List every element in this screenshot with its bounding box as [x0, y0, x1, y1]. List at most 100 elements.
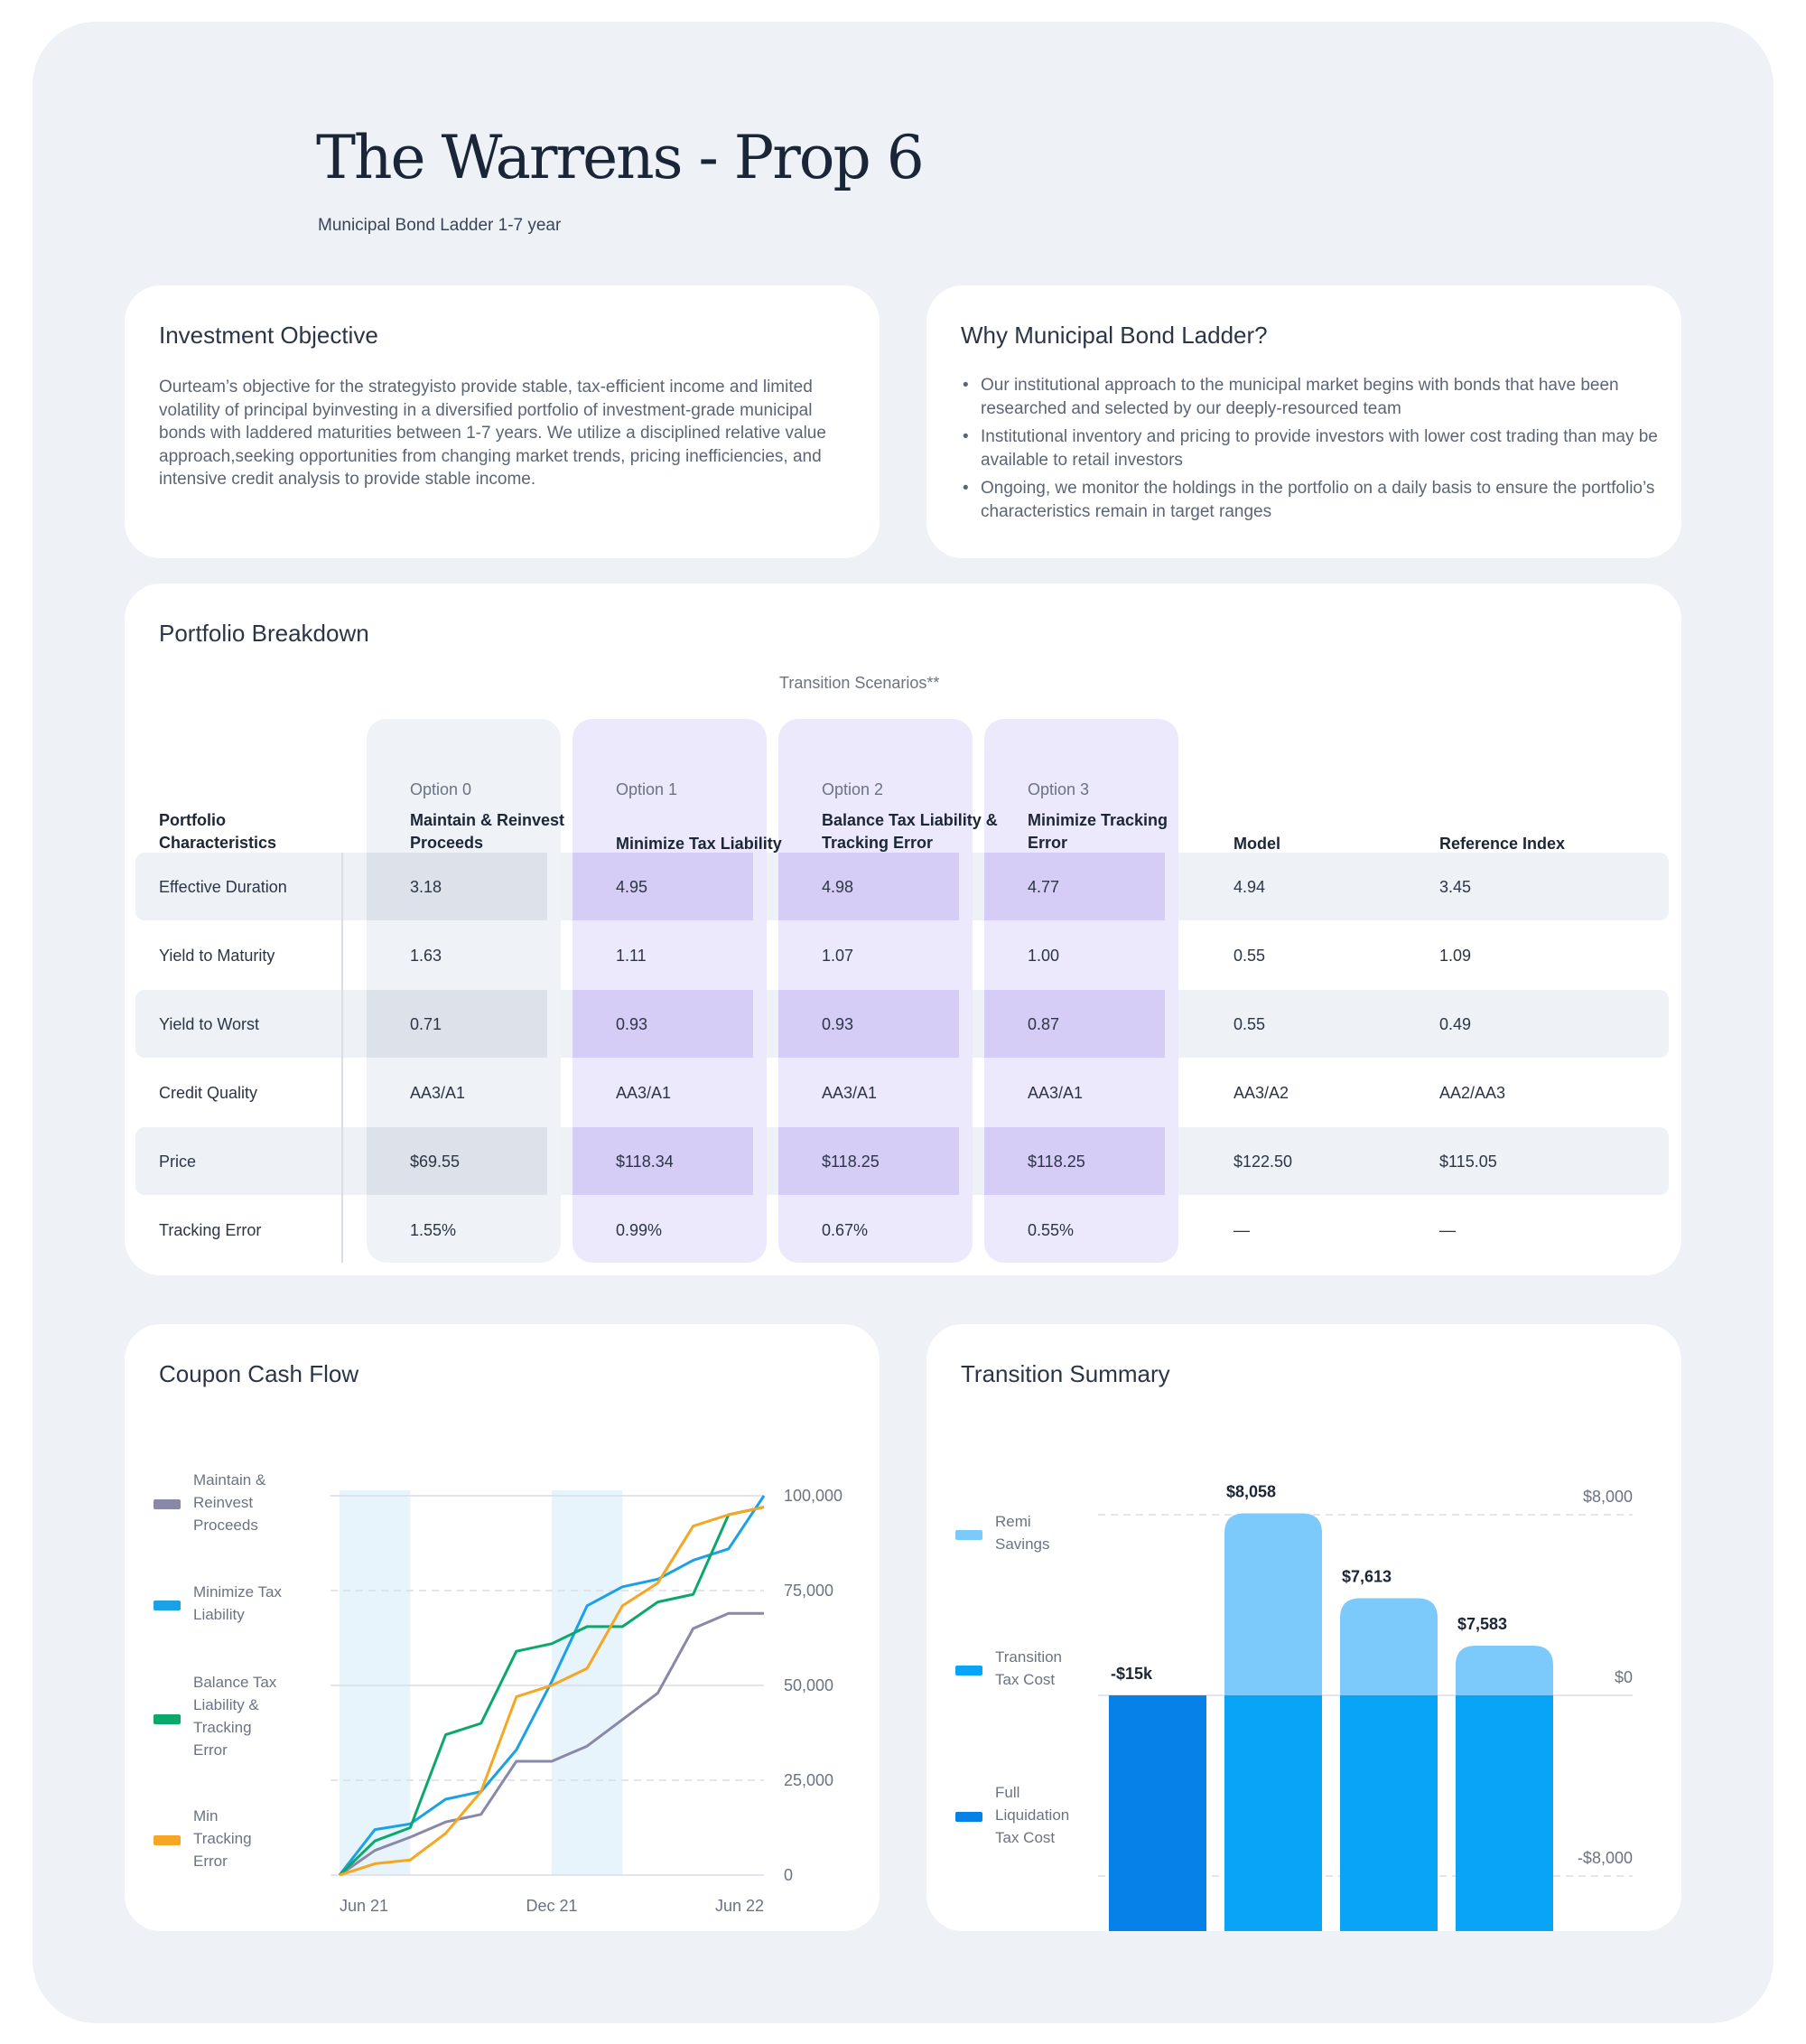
portfolio-breakdown-card: Portfolio Breakdown Transition Scenarios… [125, 583, 1681, 1275]
legend-swatch [955, 1530, 982, 1540]
legend-label: Balance Tax Liability & Tracking Error [193, 1674, 277, 1759]
bar-segment [1224, 1513, 1322, 1695]
table-cell: 1.63 [410, 947, 442, 965]
option-cell-highlight [367, 1127, 547, 1195]
column-divider [341, 853, 343, 1263]
table-cell: $69.55 [410, 1153, 461, 1171]
row-label: Tracking Error [159, 1221, 262, 1239]
y-tick-label: 75,000 [784, 1582, 833, 1600]
legend-label: Transition Tax Cost [995, 1648, 1063, 1688]
option-cell-highlight [573, 1127, 753, 1195]
table-cell: $122.50 [1233, 1153, 1293, 1171]
option-0-number: Option 0 [410, 780, 472, 798]
why-bond-ladder-list: Our institutional approach to the munici… [961, 374, 1674, 528]
option-cell-highlight [778, 853, 959, 920]
legend-swatch [154, 1499, 181, 1509]
y-tick-label: 25,000 [784, 1771, 833, 1789]
investment-objective-card: Investment Objective Ourteam’s objective… [125, 285, 880, 558]
legend-label: Maintain & Reinvest Proceeds [193, 1471, 266, 1534]
table-cell: 0.55 [1233, 1015, 1266, 1033]
page-frame: The Warrens - Prop 6 Municipal Bond Ladd… [33, 22, 1773, 2023]
x-tick-label: Jun 21 [340, 1897, 388, 1915]
y-tick-label: -$8,000 [1578, 1849, 1633, 1867]
option-cell-highlight [573, 990, 753, 1058]
option-cell-highlight [984, 990, 1165, 1058]
table-cell: 0.71 [410, 1015, 442, 1033]
table-cell: 0.99% [616, 1221, 663, 1239]
why-bullet: Our institutional approach to the munici… [961, 374, 1674, 420]
model-header: Model [1233, 835, 1280, 853]
y-tick-label: 100,000 [784, 1487, 842, 1505]
table-cell: AA3/A1 [822, 1084, 878, 1102]
why-bullet: Institutional inventory and pricing to p… [961, 425, 1674, 471]
portfolio-breakdown-title: Portfolio Breakdown [159, 620, 369, 647]
legend-label: Min Tracking Error [193, 1807, 252, 1870]
bar-segment [1340, 1695, 1438, 1931]
table-cell: AA3/A1 [410, 1084, 466, 1102]
option-3-name: Minimize Tracking Error [1028, 811, 1168, 852]
x-tick-label: Jun 22 [715, 1897, 764, 1915]
table-cell: — [1439, 1221, 1456, 1239]
row-label: Credit Quality [159, 1084, 258, 1102]
table-cell: 3.45 [1439, 878, 1472, 896]
option-cell-highlight [984, 853, 1165, 920]
row-label: Price [159, 1153, 197, 1171]
table-cell: 0.55% [1028, 1221, 1075, 1239]
legend-label: Remi Savings [995, 1513, 1050, 1553]
table-cell: 0.55 [1233, 947, 1266, 965]
coupon-cash-flow-title: Coupon Cash Flow [159, 1360, 359, 1387]
period-band [552, 1490, 623, 1875]
transition-scenarios-label: Transition Scenarios** [779, 674, 940, 692]
table-cell: 0.49 [1439, 1015, 1472, 1033]
bar-value-label: $7,613 [1342, 1568, 1392, 1586]
series-line-3 [339, 1506, 765, 1877]
y-tick-label: $8,000 [1583, 1488, 1633, 1506]
table-cell: AA3/A1 [616, 1084, 672, 1102]
table-cell: 1.07 [822, 947, 854, 965]
table-cell: AA2/AA3 [1439, 1084, 1506, 1102]
option-1-number: Option 1 [616, 780, 678, 798]
bar-segment [1456, 1646, 1553, 1695]
characteristics-header: Portfolio Characteristics [159, 811, 277, 852]
table-cell: 1.00 [1028, 947, 1060, 965]
bar-segment [1224, 1695, 1322, 1931]
table-cell: $118.34 [616, 1153, 674, 1171]
investment-objective-text: Ourteam’s objective for the strategyisto… [159, 378, 826, 489]
bar-value-label: $7,583 [1457, 1615, 1507, 1633]
transition-summary-title: Transition Summary [961, 1360, 1170, 1387]
option-cell-highlight [984, 1127, 1165, 1195]
bar-segment [1109, 1695, 1206, 1931]
coupon-cash-flow-chart: 0 25,000 50,000 75,000 100,000 Jun 21 Dec 21 Ju… [330, 1487, 842, 1915]
coupon-cash-flow-card: Coupon Cash Flow Maintain & Reinvest Pro… [125, 1324, 880, 1931]
option-cell-highlight [367, 990, 547, 1058]
option-0-name: Maintain & Reinvest Proceeds [410, 811, 565, 852]
why-bullet: Ongoing, we monitor the holdings in the … [961, 477, 1674, 523]
y-tick-label: 50,000 [784, 1676, 833, 1694]
table-cell: $118.25 [822, 1153, 880, 1171]
transition-summary-chart: $8,000 $0 -$8,000 -$15k $8,058 $7,613 $7,583 [1098, 1483, 1633, 1931]
table-cell: 0.87 [1028, 1015, 1060, 1033]
bar-value-label: -$15k [1111, 1665, 1153, 1683]
option-cell-highlight [367, 853, 547, 920]
table-cell: $115.05 [1439, 1153, 1497, 1171]
reference-index-header: Reference Index [1439, 835, 1566, 853]
table-cell: 4.77 [1028, 878, 1060, 896]
option-3-number: Option 3 [1028, 780, 1090, 798]
bar-segment [1456, 1695, 1553, 1931]
table-cell: 3.18 [410, 878, 442, 896]
option-cell-highlight [573, 853, 753, 920]
legend-swatch [154, 1714, 181, 1724]
period-band [340, 1490, 411, 1875]
table-cell: AA3/A2 [1233, 1084, 1289, 1102]
x-tick-label: Dec 21 [526, 1897, 577, 1915]
option-cell-highlight [778, 990, 959, 1058]
legend-label: Full Liquidation Tax Cost [995, 1784, 1070, 1846]
why-bond-ladder-card: Why Municipal Bond Ladder? Our instituti… [926, 285, 1681, 558]
legend-label: Minimize Tax Liability [193, 1583, 282, 1623]
legend-swatch [955, 1666, 982, 1675]
series-line-0 [339, 1611, 764, 1877]
table-cell: 4.95 [616, 878, 648, 896]
option-1-name: Minimize Tax Liability [616, 835, 782, 853]
option-2-number: Option 2 [822, 780, 884, 798]
bar-segment [1340, 1598, 1438, 1695]
